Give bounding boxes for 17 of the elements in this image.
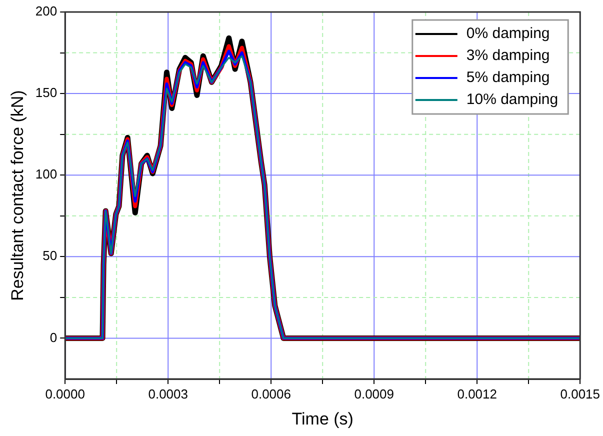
y-tick-label: 100 — [35, 166, 58, 182]
x-tick-label: 0.0009 — [354, 386, 394, 402]
legend-label: 0% damping — [466, 25, 550, 42]
y-tick-label: 200 — [35, 4, 58, 19]
y-tick-label: 50 — [42, 248, 58, 264]
x-axis-title: Time (s) — [292, 409, 354, 428]
y-tick-label: 0 — [50, 330, 58, 345]
x-tick-label: 0.0003 — [148, 386, 188, 402]
y-axis-title: Resultant contact force (kN) — [8, 90, 27, 301]
x-tick-label: 0.0015 — [560, 386, 600, 402]
x-tick-label: 0.0006 — [251, 386, 291, 402]
legend-label: 3% damping — [466, 47, 550, 64]
legend-label: 10% damping — [466, 91, 558, 108]
legend-label: 5% damping — [466, 69, 550, 86]
y-tick-label: 150 — [35, 85, 58, 100]
x-tick-label: 0.0000 — [45, 386, 85, 402]
x-tick-label: 0.0012 — [457, 386, 497, 402]
